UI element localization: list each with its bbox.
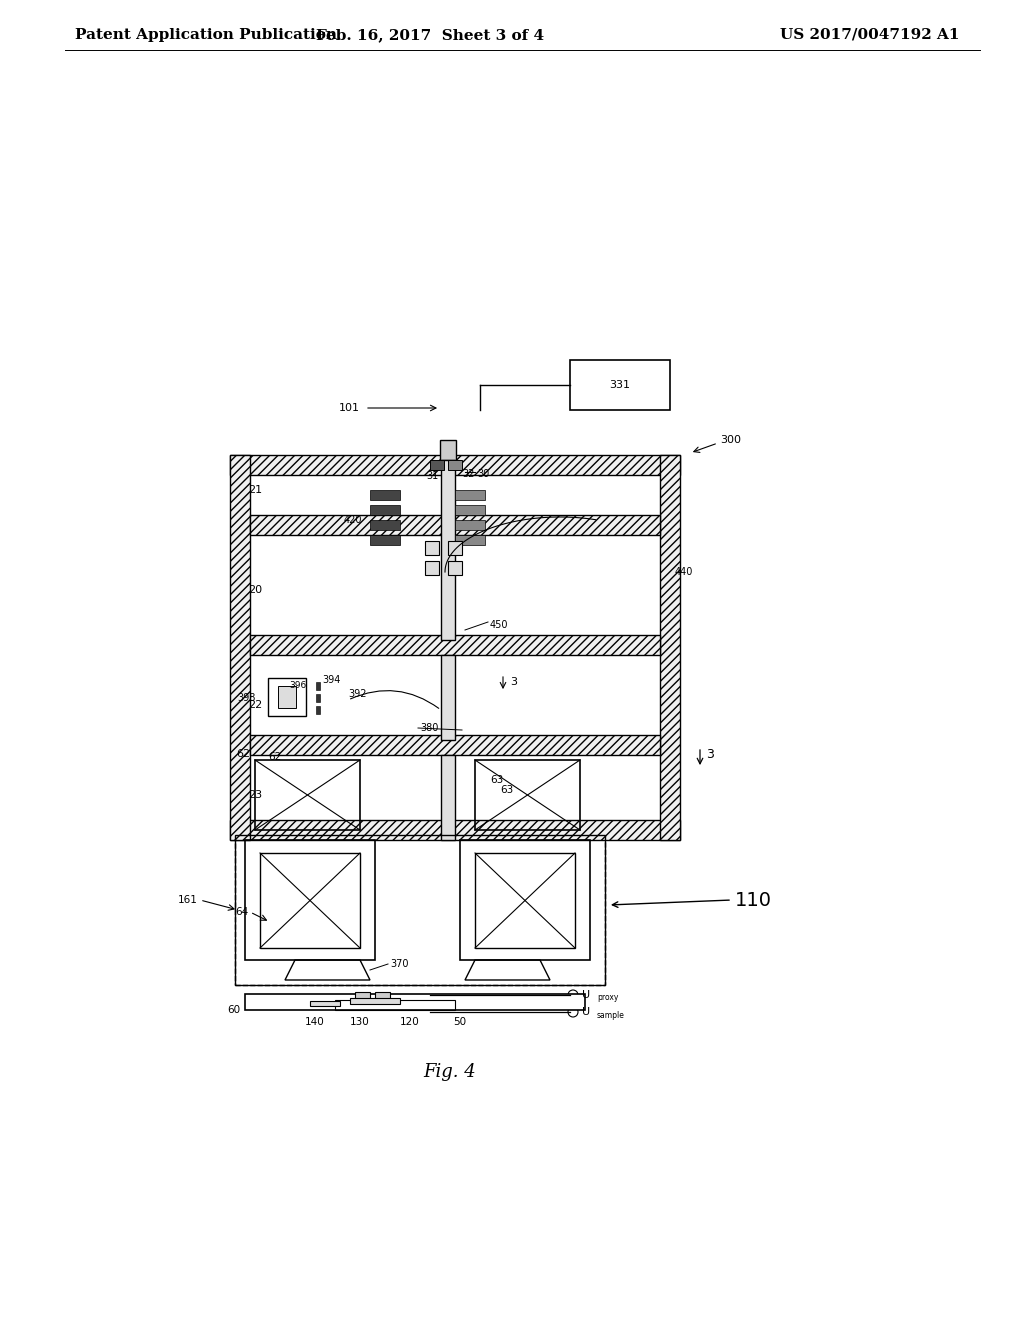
- Text: 62: 62: [236, 748, 250, 759]
- Bar: [255, 760, 360, 830]
- Text: 140: 140: [305, 1016, 325, 1027]
- Bar: [234, 836, 605, 985]
- Text: 380: 380: [420, 723, 438, 733]
- Text: 450: 450: [490, 620, 509, 630]
- Bar: [370, 490, 400, 500]
- Bar: [441, 755, 455, 840]
- Text: 398: 398: [238, 693, 256, 704]
- Bar: [475, 760, 580, 830]
- Bar: [455, 520, 485, 531]
- Text: Patent Application Publication: Patent Application Publication: [75, 28, 337, 42]
- Bar: [260, 853, 360, 948]
- Circle shape: [568, 990, 578, 1001]
- Text: 110: 110: [735, 891, 772, 909]
- Text: 3: 3: [706, 748, 714, 762]
- Text: 63: 63: [500, 785, 513, 795]
- Text: Fig. 4: Fig. 4: [424, 1063, 476, 1081]
- Text: 392: 392: [348, 689, 367, 700]
- Text: 420: 420: [343, 515, 362, 525]
- Text: 440: 440: [675, 568, 693, 577]
- Bar: [278, 686, 296, 708]
- Bar: [350, 998, 400, 1005]
- Bar: [316, 706, 319, 714]
- Text: 300: 300: [720, 436, 741, 445]
- Bar: [455, 506, 485, 515]
- Bar: [316, 694, 319, 702]
- Text: 63: 63: [490, 775, 503, 785]
- Bar: [310, 1001, 340, 1006]
- Bar: [245, 994, 585, 1010]
- Bar: [449, 561, 462, 576]
- Bar: [570, 360, 670, 411]
- Text: U: U: [582, 1007, 590, 1016]
- Text: 3: 3: [510, 677, 517, 686]
- Bar: [234, 836, 605, 985]
- Bar: [355, 993, 370, 1001]
- Text: 60: 60: [227, 1005, 240, 1015]
- Text: 130: 130: [350, 1016, 370, 1027]
- Bar: [455, 490, 485, 500]
- Text: 394: 394: [322, 675, 340, 685]
- Text: proxy: proxy: [597, 994, 618, 1002]
- Bar: [441, 459, 455, 640]
- Text: U: U: [582, 990, 590, 1001]
- Bar: [455, 535, 485, 545]
- Bar: [370, 535, 400, 545]
- Bar: [375, 993, 390, 1001]
- Text: 396: 396: [290, 681, 307, 690]
- Bar: [660, 455, 680, 840]
- Text: 22: 22: [248, 700, 262, 710]
- Bar: [230, 455, 250, 840]
- Circle shape: [568, 1007, 578, 1016]
- Text: 31: 31: [426, 471, 438, 480]
- Bar: [430, 459, 444, 470]
- Bar: [425, 541, 439, 554]
- Bar: [250, 735, 660, 755]
- Bar: [316, 682, 319, 690]
- Text: 20: 20: [248, 585, 262, 595]
- Text: sample: sample: [597, 1011, 625, 1019]
- Text: 64: 64: [234, 907, 248, 917]
- Text: 30: 30: [477, 469, 489, 479]
- Bar: [335, 1001, 455, 1010]
- Text: 370: 370: [390, 960, 409, 969]
- Bar: [250, 635, 660, 655]
- Bar: [425, 561, 439, 576]
- Bar: [370, 520, 400, 531]
- Bar: [245, 840, 375, 960]
- Bar: [230, 820, 680, 840]
- Text: 101: 101: [339, 403, 360, 413]
- Text: 161: 161: [178, 895, 198, 906]
- Text: US 2017/0047192 A1: US 2017/0047192 A1: [780, 28, 961, 42]
- Text: 21: 21: [248, 484, 262, 495]
- Text: 331: 331: [609, 380, 631, 389]
- Bar: [250, 515, 660, 535]
- Bar: [370, 506, 400, 515]
- Bar: [440, 440, 456, 459]
- Bar: [230, 455, 680, 475]
- Bar: [441, 655, 455, 741]
- Text: 62: 62: [268, 752, 282, 762]
- Text: 23: 23: [248, 789, 262, 800]
- Bar: [268, 678, 306, 715]
- Bar: [449, 459, 462, 470]
- Bar: [449, 541, 462, 554]
- Text: 120: 120: [400, 1016, 420, 1027]
- Text: 32: 32: [462, 469, 474, 479]
- Text: 50: 50: [454, 1016, 467, 1027]
- Text: Feb. 16, 2017  Sheet 3 of 4: Feb. 16, 2017 Sheet 3 of 4: [316, 28, 544, 42]
- Bar: [475, 853, 575, 948]
- Bar: [460, 840, 590, 960]
